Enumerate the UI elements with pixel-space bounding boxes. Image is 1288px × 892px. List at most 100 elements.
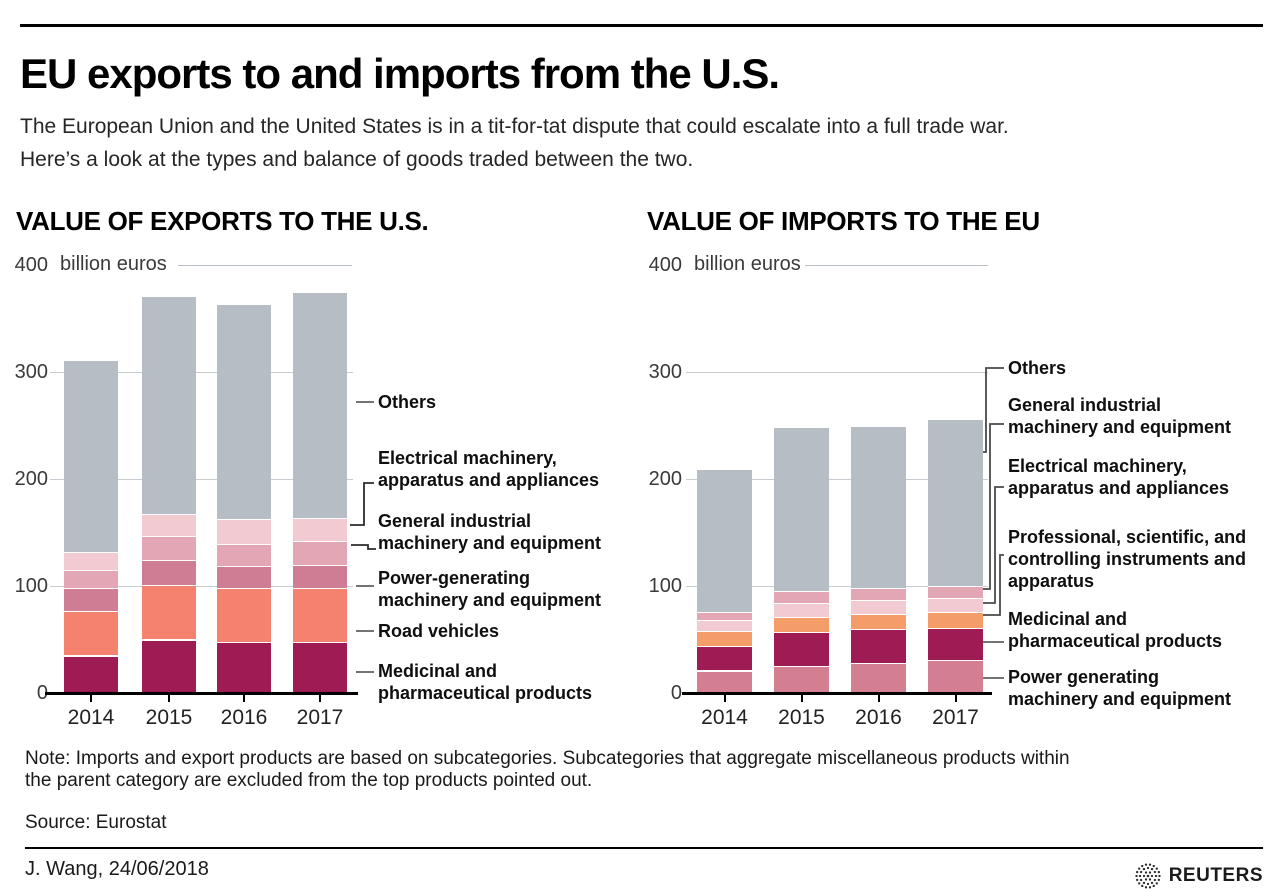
subtitle-line-2: Here’s a look at the types and balance o… bbox=[20, 148, 694, 171]
legend-imports-general-industrial: General industrial machinery and equipme… bbox=[1008, 395, 1232, 437]
bar-segment bbox=[774, 632, 829, 667]
bar-segment bbox=[774, 617, 829, 632]
source: Source: Eurostat bbox=[25, 812, 167, 833]
legend-imports-professional: Professional, scientific, and controllin… bbox=[1008, 527, 1247, 591]
y-axis-tick-label: 400 bbox=[648, 254, 682, 276]
x-axis-tick bbox=[319, 695, 321, 702]
bar-segment bbox=[217, 565, 271, 589]
bar-segment bbox=[142, 639, 196, 693]
bar-segment bbox=[142, 584, 196, 640]
bar-segment bbox=[697, 620, 752, 631]
bar-segment bbox=[774, 603, 829, 617]
bar-segment bbox=[142, 514, 196, 536]
page-title: EU exports to and imports from the U.S. bbox=[20, 50, 780, 97]
bottom-rule bbox=[25, 847, 1263, 849]
reuters-sunburst-icon bbox=[1135, 863, 1161, 889]
y-axis-tick-label: 0 bbox=[670, 682, 682, 704]
bar-segment bbox=[851, 425, 906, 589]
bar-segment bbox=[293, 641, 347, 693]
y-axis-tick-label: 200 bbox=[648, 468, 682, 490]
bar-segment bbox=[928, 597, 983, 612]
bar-segment bbox=[293, 291, 347, 518]
imports-chart-title: VALUE OF IMPORTS TO THE EU bbox=[647, 206, 1040, 236]
exports-chart-title: VALUE OF EXPORTS TO THE U.S. bbox=[16, 206, 429, 236]
legend-imports-electrical: Electrical machinery, apparatus and appl… bbox=[1008, 456, 1230, 498]
gridline-100 bbox=[50, 586, 353, 587]
bar-segment bbox=[64, 360, 118, 552]
y-axis-tick-label: 100 bbox=[648, 575, 682, 597]
y-axis-tick-label: 200 bbox=[14, 468, 48, 490]
gridline-300 bbox=[50, 372, 353, 373]
legend-exports-medicinal: Medicinal and pharmaceutical products bbox=[378, 661, 593, 703]
legend-exports-others: Others bbox=[378, 392, 437, 412]
bar-segment bbox=[217, 303, 271, 519]
legend-exports-electrical: Electrical machinery, apparatus and appl… bbox=[378, 448, 600, 490]
gridline-100 bbox=[686, 586, 988, 587]
bar-segment bbox=[928, 586, 983, 598]
bar-segment bbox=[697, 611, 752, 621]
legend-imports-power-generating: Power generating machinery and equipment bbox=[1008, 667, 1232, 709]
bar-segment bbox=[697, 630, 752, 646]
subtitle-line-1: The European Union and the United States… bbox=[20, 115, 1009, 138]
legend-exports-road-vehicles: Road vehicles bbox=[378, 621, 500, 641]
bar-segment bbox=[774, 666, 829, 694]
y-axis-tick-label: 400 bbox=[14, 254, 48, 276]
gridline-200 bbox=[50, 479, 353, 480]
x-axis-tick bbox=[954, 695, 957, 702]
legend-imports-others: Others bbox=[1008, 358, 1067, 378]
bar-segment bbox=[928, 659, 983, 693]
bar-segment bbox=[217, 641, 271, 693]
reuters-brand: REUTERS bbox=[1134, 862, 1263, 890]
year-label: 2017 bbox=[932, 706, 979, 729]
bar-segment bbox=[64, 551, 118, 570]
bar-segment bbox=[851, 613, 906, 629]
axis-top-line bbox=[178, 265, 352, 266]
legend-exports-power-generating: Power-generating machinery and equipment bbox=[378, 568, 602, 610]
bar-segment bbox=[142, 560, 196, 585]
bar-segment bbox=[293, 517, 347, 541]
bar-segment bbox=[293, 564, 347, 589]
bar-segment bbox=[928, 419, 983, 586]
bar-segment bbox=[697, 469, 752, 612]
axis-unit-label: billion euros bbox=[694, 253, 801, 275]
bar-segment bbox=[697, 645, 752, 671]
bar-segment bbox=[851, 588, 906, 600]
y-axis-tick-label: 0 bbox=[36, 682, 48, 704]
year-label: 2014 bbox=[701, 706, 748, 729]
bar-segment bbox=[928, 611, 983, 628]
y-axis-tick-label: 300 bbox=[14, 361, 48, 383]
bar-segment bbox=[217, 544, 271, 566]
legend-exports-general-industrial: General industrial machinery and equipme… bbox=[378, 511, 602, 553]
bar-segment bbox=[851, 663, 906, 693]
x-axis-line bbox=[45, 692, 358, 695]
bar-segment bbox=[774, 591, 829, 604]
note-line-2: the parent category are excluded from th… bbox=[25, 770, 593, 791]
bar-segment bbox=[217, 518, 271, 545]
bar-segment bbox=[64, 610, 118, 656]
axis-unit-label: billion euros bbox=[60, 253, 167, 275]
reuters-wordmark: REUTERS bbox=[1168, 865, 1263, 886]
bar-segment bbox=[928, 627, 983, 660]
bar-segment bbox=[851, 599, 906, 614]
bar-segment bbox=[142, 296, 196, 515]
x-axis-tick bbox=[877, 695, 880, 702]
bar-segment bbox=[697, 670, 752, 693]
bar-segment bbox=[293, 541, 347, 565]
bar-segment bbox=[293, 588, 347, 642]
bar-segment bbox=[142, 535, 196, 561]
subtitle: The European Union and the United States… bbox=[20, 110, 1009, 176]
year-label: 2015 bbox=[778, 706, 825, 729]
legend-imports-medicinal: Medicinal and pharmaceutical products bbox=[1008, 609, 1223, 651]
gridline-300 bbox=[686, 372, 988, 373]
bar-segment bbox=[851, 628, 906, 663]
year-label: 2016 bbox=[220, 706, 268, 729]
y-axis-tick-label: 300 bbox=[648, 361, 682, 383]
x-axis-tick bbox=[723, 695, 726, 702]
x-axis-tick bbox=[168, 695, 170, 702]
x-axis-tick bbox=[90, 695, 92, 702]
bar-segment bbox=[64, 570, 118, 589]
top-rule bbox=[20, 24, 1263, 27]
year-label: 2016 bbox=[855, 706, 902, 729]
